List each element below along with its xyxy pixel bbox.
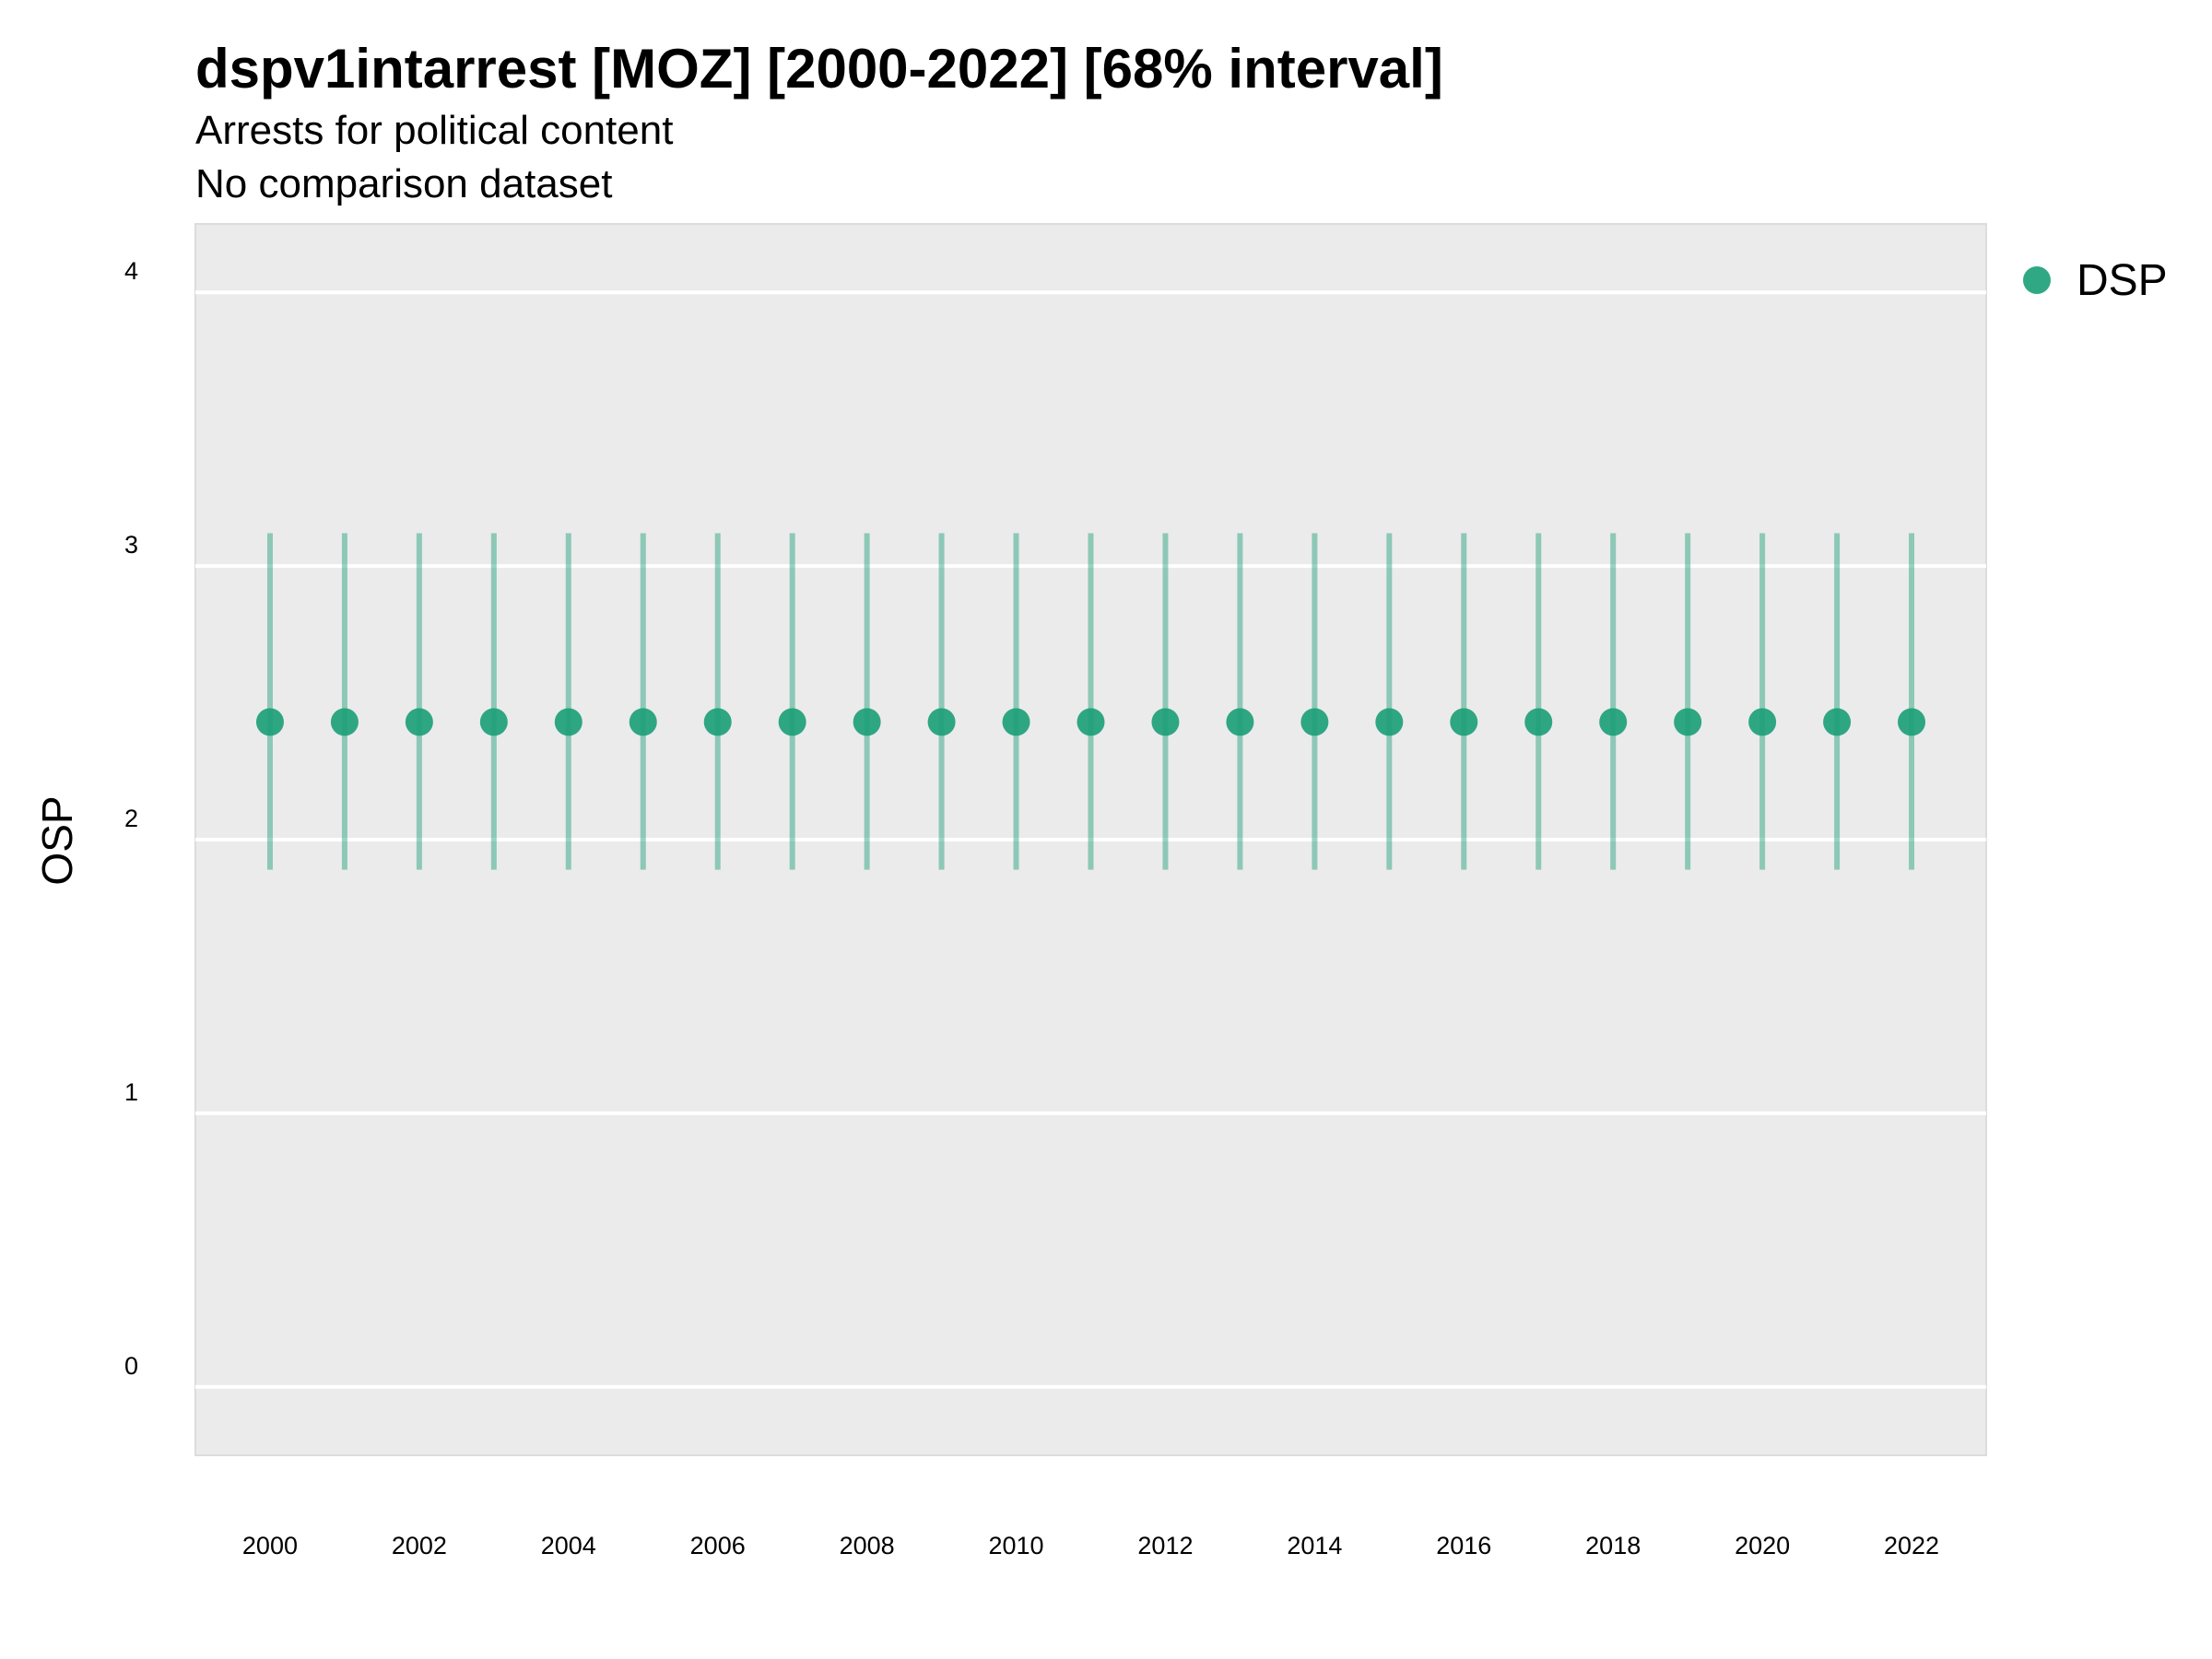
y-tick-label-0: 0 <box>124 1352 138 1380</box>
y-tick-label-3: 3 <box>124 531 138 559</box>
x-tick-label-2006: 2006 <box>690 1532 746 1559</box>
chart-subtitle-line-1: Arrests for political content <box>195 108 673 153</box>
data-point-2010 <box>1002 708 1030 736</box>
data-point-2001 <box>330 708 359 736</box>
x-tick-label-2020: 2020 <box>1735 1532 1790 1559</box>
y-tick-label-2: 2 <box>124 805 138 832</box>
y-tick-label-4: 4 <box>124 257 138 285</box>
legend: DSP <box>2023 256 2168 305</box>
error-bars <box>266 533 1915 870</box>
x-tick-label-2004: 2004 <box>541 1532 596 1559</box>
chart-title: dspv1intarrest [MOZ] [2000-2022] [68% in… <box>195 38 1443 100</box>
data-point-2003 <box>479 708 508 736</box>
data-point-2016 <box>1450 708 1478 736</box>
data-point-2022 <box>1898 708 1926 736</box>
data-point-2009 <box>927 708 956 736</box>
data-point-2015 <box>1375 708 1404 736</box>
data-point-2002 <box>405 708 433 736</box>
x-tick-label-2008: 2008 <box>840 1532 895 1559</box>
data-point-2004 <box>554 708 582 736</box>
data-point-2020 <box>1748 708 1777 736</box>
x-axis-ticks: 2000 2002 2004 2006 2008 2010 2012 2014 2016 2018… <box>242 1532 1939 1559</box>
legend-swatch-dsp <box>2023 266 2051 294</box>
x-tick-label-2018: 2018 <box>1585 1532 1641 1559</box>
x-tick-label-2002: 2002 <box>392 1532 447 1559</box>
x-tick-label-2010: 2010 <box>989 1532 1044 1559</box>
y-axis-title: OSP <box>33 795 81 885</box>
data-point-2007 <box>778 708 806 736</box>
data-point-2013 <box>1226 708 1254 736</box>
data-point-2008 <box>853 708 881 736</box>
x-tick-label-2022: 2022 <box>1884 1532 1939 1559</box>
chart-subtitle-line-2: No comparison dataset <box>195 161 612 206</box>
data-point-2000 <box>255 708 284 736</box>
x-tick-label-2000: 2000 <box>242 1532 298 1559</box>
data-point-2021 <box>1823 708 1852 736</box>
x-tick-label-2016: 2016 <box>1436 1532 1491 1559</box>
y-axis-ticks: 0 1 2 3 4 <box>124 257 138 1380</box>
data-point-2006 <box>703 708 732 736</box>
legend-label-dsp: DSP <box>2077 256 2168 305</box>
data-point-2005 <box>629 708 657 736</box>
data-point-2014 <box>1300 708 1329 736</box>
gridlines <box>195 290 1986 1389</box>
data-point-2019 <box>1674 708 1702 736</box>
data-point-2017 <box>1524 708 1553 736</box>
data-point-2012 <box>1151 708 1180 736</box>
data-point-2018 <box>1599 708 1628 736</box>
data-points <box>255 708 1926 736</box>
x-tick-label-2012: 2012 <box>1137 1532 1193 1559</box>
data-point-2011 <box>1077 708 1105 736</box>
y-tick-label-1: 1 <box>124 1078 138 1106</box>
x-tick-label-2014: 2014 <box>1287 1532 1342 1559</box>
